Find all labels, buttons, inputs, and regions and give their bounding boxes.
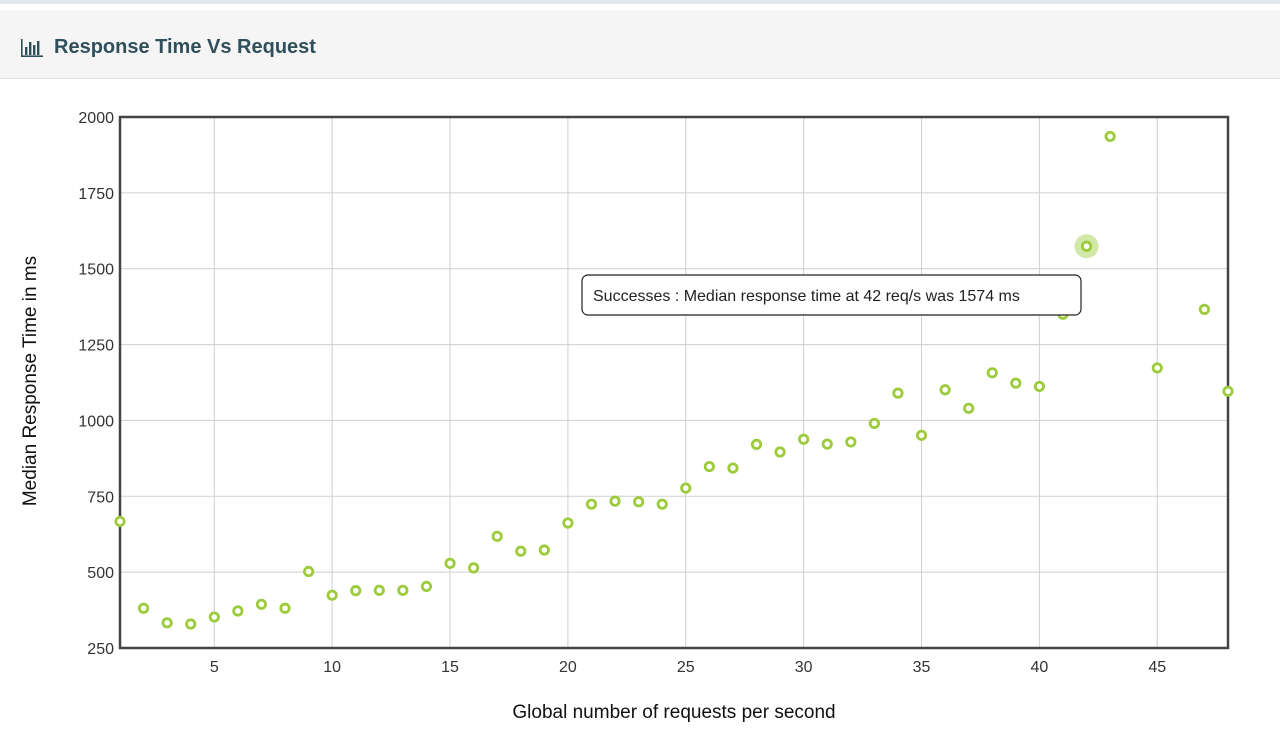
y-tick-label: 1000 xyxy=(78,413,114,430)
x-tick-label: 40 xyxy=(1031,659,1049,676)
x-tick-label: 45 xyxy=(1148,659,1166,676)
data-point[interactable] xyxy=(939,384,951,396)
data-point[interactable] xyxy=(279,602,291,614)
response-time-chart: 250 500 750 1000 1250 1500 1750 2000 5 10 15 20 25 3… xyxy=(20,110,1234,723)
data-point[interactable] xyxy=(326,589,338,601)
data-point[interactable] xyxy=(373,584,385,596)
x-tick-label: 35 xyxy=(913,659,931,676)
tooltip-text: Successes : Median response time at 42 r… xyxy=(593,288,1020,305)
data-point[interactable] xyxy=(845,436,857,448)
data-point[interactable] xyxy=(703,460,715,473)
data-point[interactable] xyxy=(821,438,833,450)
data-point[interactable] xyxy=(350,585,362,597)
y-axis-label: Median Response Time in ms xyxy=(20,256,41,506)
data-point[interactable] xyxy=(397,584,409,596)
y-axis-ticks: 250 500 750 1000 1250 1500 1750 2000 xyxy=(78,110,114,658)
data-point[interactable] xyxy=(232,605,244,617)
data-point[interactable] xyxy=(774,446,786,458)
data-point[interactable] xyxy=(1151,362,1163,374)
data-point[interactable] xyxy=(868,417,880,430)
data-point[interactable] xyxy=(515,545,527,557)
data-point[interactable] xyxy=(302,565,315,578)
data-point[interactable] xyxy=(585,498,598,510)
x-tick-label: 30 xyxy=(795,659,813,676)
data-point[interactable] xyxy=(1010,377,1022,389)
data-point[interactable] xyxy=(538,544,550,556)
grid-layer xyxy=(120,116,1228,649)
tooltip: Successes : Median response time at 42 r… xyxy=(581,274,1082,316)
y-tick-label: 250 xyxy=(87,641,114,658)
data-point[interactable] xyxy=(798,433,810,445)
data-point[interactable] xyxy=(727,462,739,474)
panel-title-container: Response Time Vs Request xyxy=(20,36,316,59)
data-point[interactable] xyxy=(750,438,763,450)
y-tick-label: 1750 xyxy=(78,186,114,203)
data-point[interactable] xyxy=(915,429,928,441)
data-point[interactable] xyxy=(1033,380,1046,393)
data-point[interactable] xyxy=(137,602,150,614)
data-point[interactable] xyxy=(562,517,574,529)
data-point[interactable] xyxy=(491,530,503,542)
data-point[interactable] xyxy=(420,580,433,593)
data-point[interactable] xyxy=(609,495,621,507)
data-point[interactable] xyxy=(892,387,904,399)
data-point[interactable] xyxy=(1222,385,1234,397)
x-tick-label: 25 xyxy=(677,659,695,676)
data-point[interactable] xyxy=(468,562,480,574)
data-point[interactable] xyxy=(185,618,197,630)
y-tick-label: 2000 xyxy=(78,110,114,127)
x-tick-label: 10 xyxy=(323,659,341,676)
x-tick-label: 15 xyxy=(441,659,459,676)
y-tick-label: 750 xyxy=(87,489,114,506)
data-point[interactable] xyxy=(208,611,220,623)
x-tick-label: 5 xyxy=(210,659,219,676)
data-point[interactable] xyxy=(680,482,692,494)
plot-frame xyxy=(118,115,1230,650)
data-point[interactable] xyxy=(656,498,668,510)
panel-header: Response Time Vs Request xyxy=(0,10,1280,79)
data-point[interactable] xyxy=(255,598,268,610)
x-tick-label: 20 xyxy=(559,659,577,676)
data-point[interactable] xyxy=(1080,240,1093,252)
data-point[interactable] xyxy=(1198,303,1211,315)
top-strip xyxy=(0,0,1280,4)
x-axis-ticks: 5 10 15 20 25 30 35 40 45 xyxy=(210,659,1166,676)
data-point[interactable] xyxy=(114,515,126,528)
data-point[interactable] xyxy=(1104,130,1116,143)
data-point[interactable] xyxy=(633,496,645,508)
data-point[interactable] xyxy=(161,617,173,629)
tooltip-box xyxy=(581,274,1082,316)
y-tick-label: 1250 xyxy=(78,338,114,355)
points-layer xyxy=(114,130,1234,630)
data-point[interactable] xyxy=(986,367,998,379)
bar-chart-icon xyxy=(21,38,43,57)
y-tick-label: 500 xyxy=(87,565,114,582)
x-axis-label: Global number of requests per second xyxy=(512,702,835,723)
data-point[interactable] xyxy=(444,557,456,569)
data-point[interactable] xyxy=(963,402,975,414)
y-tick-label: 1500 xyxy=(78,262,114,279)
panel-title: Response Time Vs Request xyxy=(54,36,316,58)
